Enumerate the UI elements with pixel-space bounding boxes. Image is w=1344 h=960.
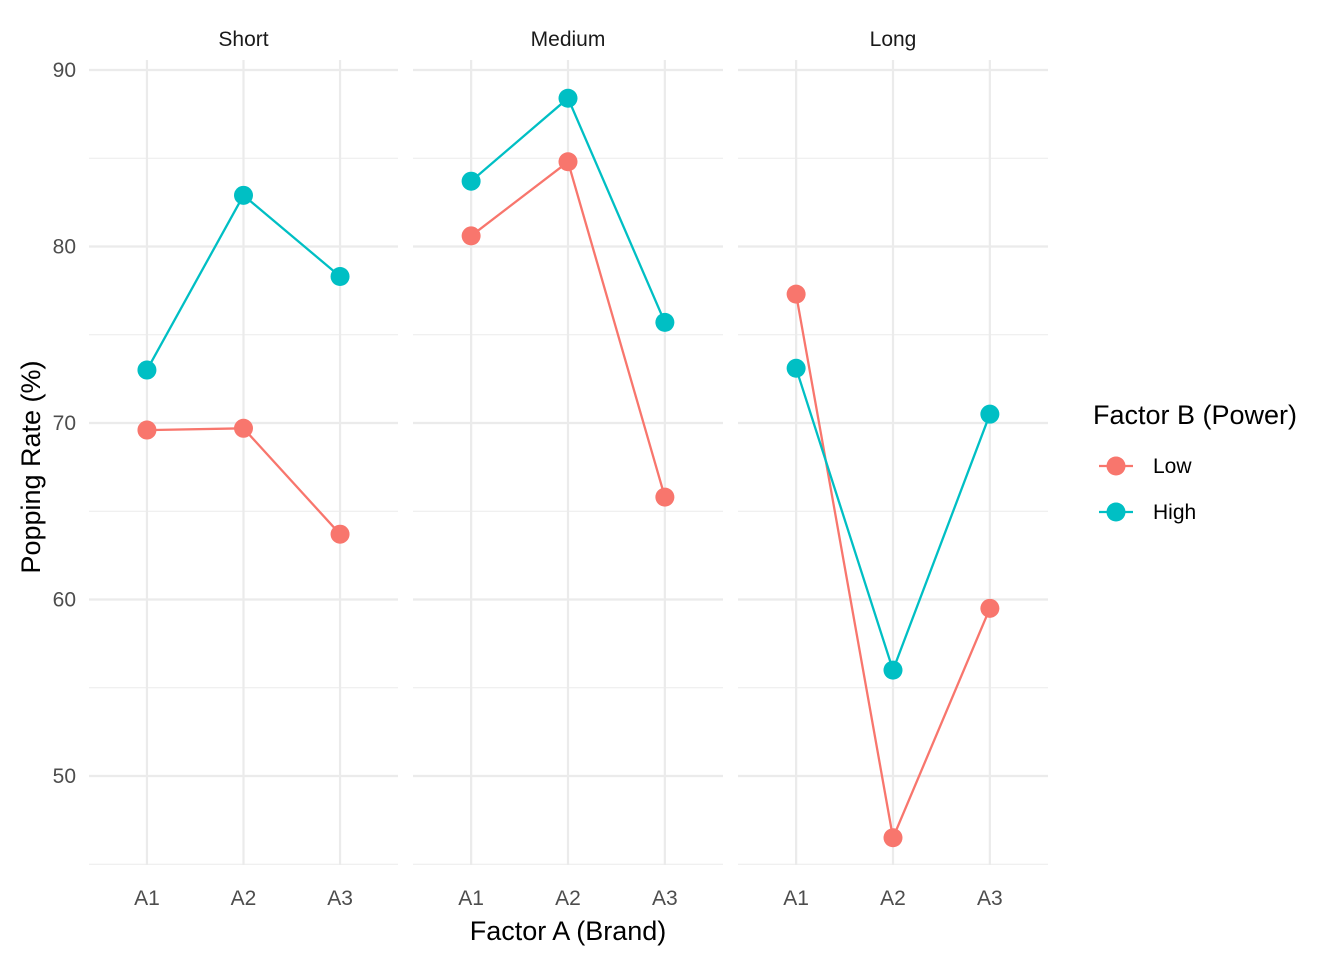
legend-key-high: High <box>1099 501 1196 524</box>
x-tick-label: A2 <box>555 887 581 910</box>
data-point-high <box>234 185 253 205</box>
data-point-high <box>655 312 675 332</box>
data-point-high <box>980 404 1000 424</box>
legend-key-low: Low <box>1099 455 1192 478</box>
facet-strip-label: Short <box>218 28 268 51</box>
facet-panel-long: A1 A2 A3 Long <box>738 28 1048 910</box>
data-point-high <box>137 360 157 380</box>
x-axis-title: Factor A (Brand) <box>470 916 667 946</box>
data-point-high <box>461 171 481 191</box>
data-point-high <box>330 267 350 287</box>
data-point-low <box>137 420 157 440</box>
x-tick-label: A3 <box>977 887 1003 910</box>
facet-panels: A1 A2 A3 Short A1 A2 A3 Medium A1 A2 A3 Long <box>89 28 1048 910</box>
y-axis-tick-labels: 50 60 70 80 90 <box>53 59 76 788</box>
data-point-low <box>234 418 253 438</box>
x-tick-label: A1 <box>134 887 160 910</box>
legend: Factor B (Power) Low High <box>1093 400 1297 524</box>
x-tick-label: A1 <box>783 887 809 910</box>
y-tick-label: 80 <box>53 236 76 259</box>
facet-panel-medium: A1 A2 A3 Medium <box>413 28 723 910</box>
data-point-low <box>883 828 903 848</box>
facet-strip-label: Medium <box>531 28 606 51</box>
x-tick-label: A2 <box>880 887 906 910</box>
data-point-low <box>655 487 675 507</box>
legend-label: Low <box>1153 455 1192 478</box>
x-tick-label: A3 <box>652 887 678 910</box>
data-point-low <box>461 226 481 246</box>
x-tick-label: A2 <box>231 887 257 910</box>
legend-title: Factor B (Power) <box>1093 400 1297 430</box>
y-tick-label: 70 <box>53 412 76 435</box>
data-point-high <box>883 660 903 680</box>
x-tick-label: A1 <box>458 887 484 910</box>
legend-keys: Low High <box>1099 455 1196 524</box>
y-tick-label: 90 <box>53 59 76 82</box>
legend-marker <box>1106 502 1126 522</box>
legend-label: High <box>1153 501 1196 524</box>
data-point-low <box>558 152 578 172</box>
facet-panel-short: A1 A2 A3 Short <box>89 28 398 910</box>
data-point-low <box>786 284 806 304</box>
y-axis-title: Popping Rate (%) <box>16 360 46 573</box>
facet-strip-label: Long <box>870 28 917 51</box>
legend-marker <box>1106 456 1126 476</box>
data-point-low <box>980 598 1000 618</box>
y-tick-label: 50 <box>53 765 76 788</box>
x-tick-label: A3 <box>327 887 353 910</box>
data-point-low <box>330 524 350 544</box>
data-point-high <box>786 358 806 378</box>
data-point-high <box>558 88 578 108</box>
y-tick-label: 60 <box>53 589 76 612</box>
